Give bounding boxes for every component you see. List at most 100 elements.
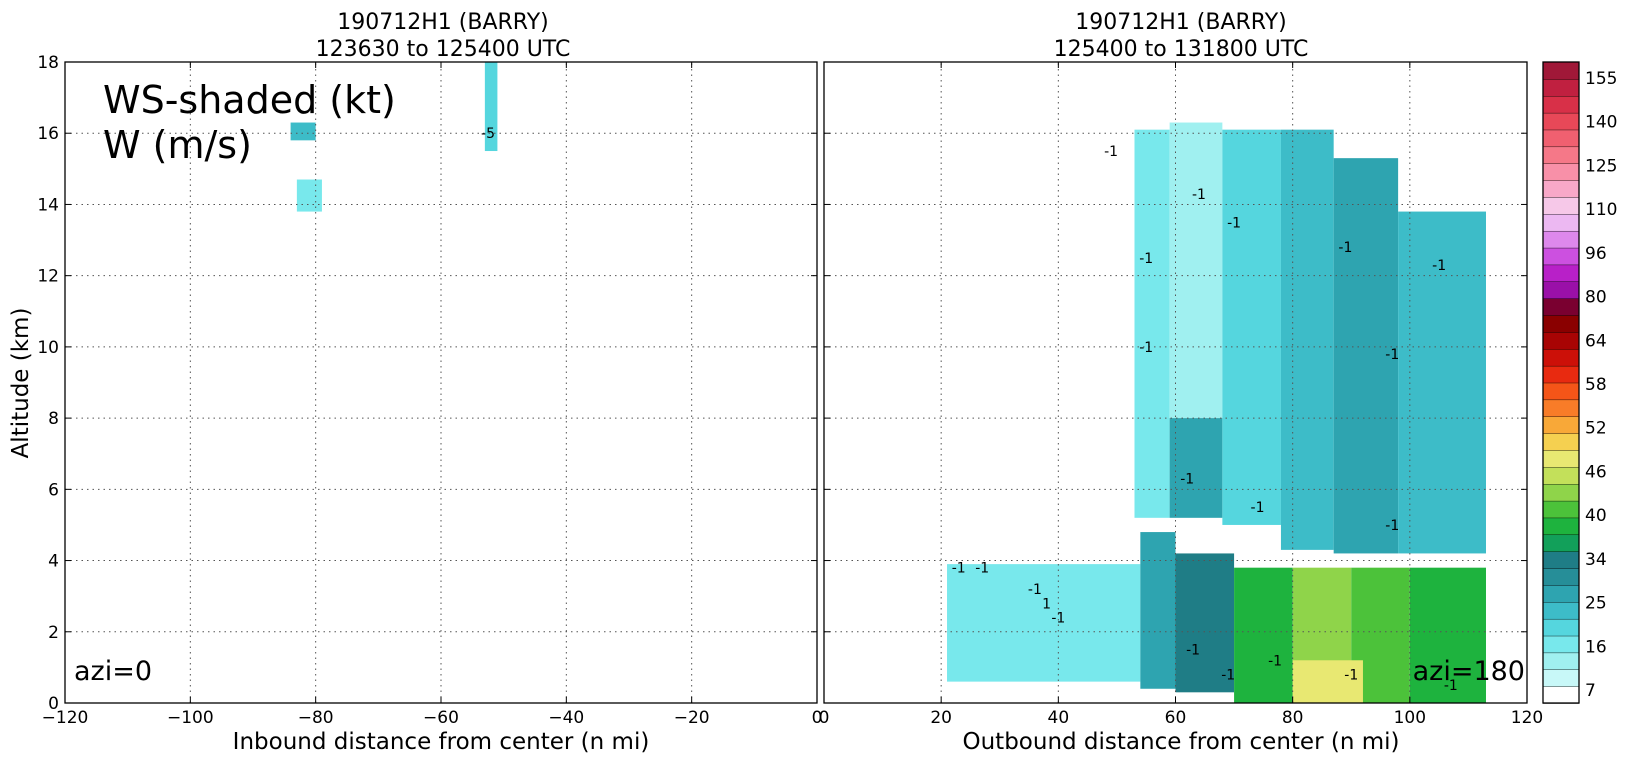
right-contour-label: -1 <box>1051 611 1065 627</box>
left-subtitle: 123630 to 125400 UTC <box>316 37 571 62</box>
colorbar-tick-label: 58 <box>1585 375 1607 395</box>
right-contour-label: -1 <box>1385 518 1399 534</box>
right-ws-patch <box>1134 129 1170 518</box>
annotation-w: W (m/s) <box>103 123 252 167</box>
colorbar-swatch <box>1542 500 1580 519</box>
right-title: 190712H1 (BARRY) <box>1075 10 1286 35</box>
colorbar-swatch <box>1542 601 1580 620</box>
colorbar-swatch <box>1542 517 1580 536</box>
colorbar-swatch <box>1542 416 1580 434</box>
left-contour-label: -5 <box>481 126 495 142</box>
right-contour-label: -1 <box>1268 653 1282 669</box>
left-contour-labels: -5 <box>481 126 495 142</box>
left-x-tick-label: −120 <box>42 708 89 728</box>
colorbar-tick-label: 64 <box>1585 331 1607 351</box>
colorbar-swatch <box>1542 281 1580 299</box>
colorbar-swatch <box>1542 331 1580 350</box>
colorbar-swatch <box>1542 652 1580 670</box>
colorbar-swatch <box>1542 584 1580 603</box>
right-subtitle: 125400 to 131800 UTC <box>1054 37 1309 62</box>
right-contour-labels: -1-1-1-1-1-1-1 -1-1-1-1-1 -1-11-1-1-1-1-1-… <box>952 144 1458 694</box>
left-y-tick-label: 8 <box>48 409 59 429</box>
colorbar-swatch <box>1542 685 1580 704</box>
left-ws-patch <box>290 122 316 141</box>
right-ws-patch <box>1175 553 1235 693</box>
colorbar-swatch <box>1542 432 1580 451</box>
colorbar-tick-label: 46 <box>1585 462 1607 482</box>
left-y-axis-label: Altitude (km) <box>8 308 34 459</box>
colorbar-swatch <box>1542 449 1580 468</box>
left-ws-patch <box>484 62 498 152</box>
colorbar-swatch <box>1542 534 1580 552</box>
colorbar-tick-label: 155 <box>1585 69 1617 89</box>
colorbar-swatch <box>1542 483 1580 502</box>
right-contour-label: -1 <box>1186 643 1200 659</box>
left-shaded-field <box>290 62 498 212</box>
right-ws-patch <box>1280 129 1334 550</box>
left-title: 190712H1 (BARRY) <box>337 10 548 35</box>
right-contour-label: -1 <box>1139 251 1153 267</box>
colorbar-swatch <box>1542 146 1580 164</box>
colorbar-tick-label: 80 <box>1585 288 1607 308</box>
colorbar-tick-label: 7 <box>1585 681 1596 701</box>
right-ticks: 0 20 40 60 80 100 120 <box>819 61 1543 728</box>
right-contour-label: -1 <box>1385 347 1399 363</box>
right-contour-label: -1 <box>1104 144 1118 160</box>
colorbar-tick-label: 140 <box>1585 113 1617 133</box>
colorbar-swatch <box>1542 78 1580 97</box>
left-x-tick-label: −80 <box>298 708 334 728</box>
right-x-tick-label: 80 <box>1282 708 1304 728</box>
right-ws-patch <box>1333 158 1399 554</box>
left-ticks: −120 −100 −80 −60 −40 −20 0 0 2 4 6 8 10 12 14 16 18 <box>37 53 822 728</box>
right-ws-patch <box>1140 532 1176 689</box>
colorbar-swatch <box>1542 112 1580 131</box>
left-y-tick-label: 12 <box>37 267 59 287</box>
colorbar-swatch <box>1542 179 1580 198</box>
colorbar-swatch <box>1542 213 1580 232</box>
colorbar-tick-label: 125 <box>1585 156 1617 176</box>
right-contour-label: -1 <box>1028 582 1042 598</box>
right-contour-label: -1 <box>1192 187 1206 203</box>
right-contour-label: 1 <box>1042 596 1051 612</box>
right-grid <box>824 62 1527 703</box>
colorbar-swatch <box>1542 297 1580 316</box>
right-x-tick-label: 40 <box>1048 708 1070 728</box>
right-contour-label: -1 <box>1344 668 1358 684</box>
colorbar-swatch <box>1542 61 1580 80</box>
colorbar-swatch <box>1542 95 1580 114</box>
colorbar-swatch <box>1542 382 1580 401</box>
right-x-axis-label: Outbound distance from center (n mi) <box>963 729 1400 755</box>
colorbar-swatch <box>1542 399 1580 417</box>
right-x-tick-label: 120 <box>1511 708 1543 728</box>
left-y-tick-label: 2 <box>48 623 59 643</box>
right-ws-patch <box>1222 129 1281 525</box>
left-azimuth-label: azi=0 <box>74 656 152 687</box>
colorbar-tick-label: 52 <box>1585 419 1607 439</box>
right-contour-label: -1 <box>1432 258 1446 274</box>
colorbar-swatch <box>1542 618 1580 637</box>
left-x-tick-label: −20 <box>674 708 710 728</box>
left-y-tick-label: 16 <box>37 124 59 144</box>
left-x-tick-label: −40 <box>548 708 584 728</box>
colorbar-swatch <box>1542 163 1580 181</box>
annotation-ws-shaded: WS-shaded (kt) <box>103 78 396 122</box>
left-y-tick-label: 0 <box>48 694 59 714</box>
colorbar-swatch <box>1542 264 1580 282</box>
right-x-tick-label: 0 <box>819 708 830 728</box>
left-x-tick-label: 0 <box>812 708 823 728</box>
colorbar-swatch <box>1542 129 1580 148</box>
colorbar-swatch <box>1542 230 1580 249</box>
right-ws-patch <box>1409 567 1486 703</box>
colorbar-swatch <box>1542 635 1580 654</box>
colorbar-swatch <box>1542 669 1580 687</box>
left-y-tick-label: 18 <box>37 53 59 73</box>
right-ws-patch <box>1398 211 1486 554</box>
left-x-tick-label: −60 <box>423 708 459 728</box>
colorbar-tick-label: 40 <box>1585 506 1607 526</box>
colorbar-tick-label: 25 <box>1585 594 1607 614</box>
right-ws-patch <box>1169 418 1223 518</box>
right-contour-label: -1 <box>1251 500 1265 516</box>
colorbar-frame <box>1542 61 1580 704</box>
colorbar-swatch <box>1542 348 1580 367</box>
